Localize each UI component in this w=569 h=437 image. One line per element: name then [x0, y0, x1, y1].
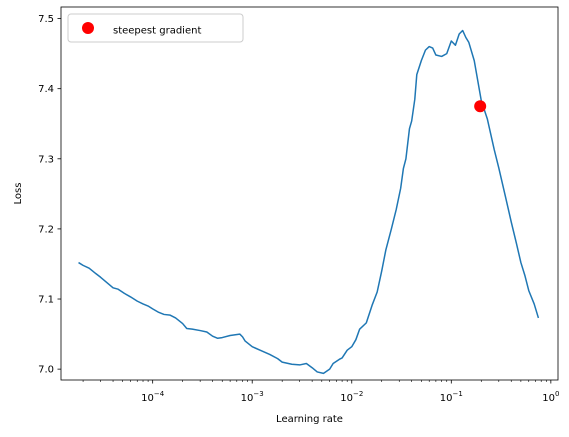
x-tick-label: 10−2: [340, 390, 363, 404]
x-tick-label: 100: [542, 390, 559, 404]
legend-marker: [82, 22, 94, 34]
y-axis-label: Loss: [13, 183, 24, 205]
x-tick-label: 10−3: [241, 390, 264, 404]
steepest-gradient-point: [474, 100, 487, 113]
legend-box: [67, 13, 244, 43]
x-axis-ticks: 10−4 10−3 10−2 10−1 100: [82, 380, 559, 404]
y-axis-ticks: 7.0 7.1 7.2 7.3 7.4 7.5: [38, 14, 61, 376]
y-tick-label: 7.1: [38, 295, 54, 306]
series-layer: [78, 29, 540, 375]
y-tick-label: 7.5: [38, 14, 54, 25]
y-tick-label: 7.3: [38, 154, 54, 165]
x-tick-label: 10−4: [141, 390, 165, 404]
y-tick-label: 7.0: [38, 365, 54, 376]
loss-curve-line: [78, 29, 540, 375]
plot-frame: [60, 6, 559, 381]
y-tick-label: 7.4: [38, 84, 54, 95]
legend-label: steepest gradient: [113, 26, 201, 37]
x-tick-label: 10−1: [440, 390, 463, 404]
plot-area: [61, 7, 558, 380]
y-tick-label: 7.2: [38, 224, 54, 235]
x-axis-label: Learning rate: [276, 414, 343, 425]
marker-layer: [474, 100, 487, 113]
legend: steepest gradient: [67, 13, 244, 43]
